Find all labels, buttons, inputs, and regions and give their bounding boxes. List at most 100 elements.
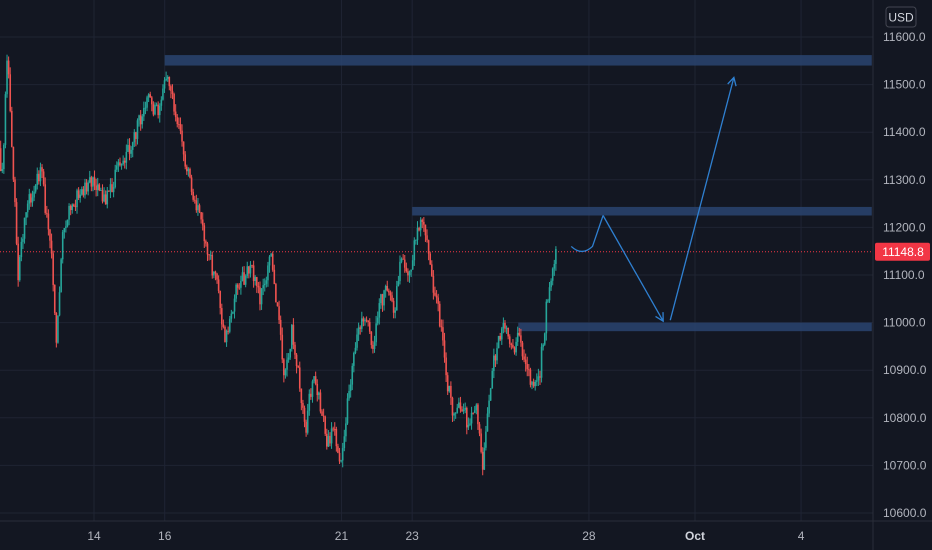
candle[interactable] <box>173 92 175 116</box>
candle[interactable] <box>52 250 54 292</box>
candle[interactable] <box>240 275 242 295</box>
candle[interactable] <box>192 188 194 202</box>
candle[interactable] <box>69 204 72 216</box>
candle[interactable] <box>464 402 467 414</box>
candle[interactable] <box>494 354 497 367</box>
candle[interactable] <box>373 335 376 353</box>
candle[interactable] <box>235 283 237 303</box>
candle[interactable] <box>521 340 524 361</box>
candle[interactable] <box>160 96 163 111</box>
candle[interactable] <box>491 368 494 389</box>
candle[interactable] <box>53 284 56 316</box>
candle[interactable] <box>251 264 253 268</box>
candle[interactable] <box>423 217 425 232</box>
candle[interactable] <box>155 102 158 107</box>
candle[interactable] <box>411 254 414 270</box>
candle[interactable] <box>34 183 37 194</box>
candle[interactable] <box>488 394 490 418</box>
candle[interactable] <box>179 117 182 135</box>
candle[interactable] <box>157 101 159 119</box>
candle[interactable] <box>87 180 89 196</box>
candle[interactable] <box>375 315 377 346</box>
candle[interactable] <box>213 271 215 279</box>
candle[interactable] <box>515 337 517 356</box>
candle[interactable] <box>3 143 5 174</box>
candle[interactable] <box>459 396 462 413</box>
candle[interactable] <box>260 288 263 310</box>
candle[interactable] <box>314 371 317 386</box>
candle[interactable] <box>372 340 374 354</box>
candle[interactable] <box>6 54 8 98</box>
candle[interactable] <box>378 298 381 325</box>
candle[interactable] <box>497 335 500 349</box>
candle[interactable] <box>284 368 287 379</box>
candle[interactable] <box>14 176 16 207</box>
candle[interactable] <box>322 408 325 422</box>
candle[interactable] <box>424 224 427 242</box>
candle[interactable] <box>279 315 282 341</box>
candle[interactable] <box>165 71 167 82</box>
candle[interactable] <box>171 84 174 100</box>
candle[interactable] <box>88 170 91 184</box>
candle[interactable] <box>230 309 233 323</box>
price-axis[interactable]: 10600.0 10700.0 10800.0 10900.0 11000.0 11100… <box>883 30 927 520</box>
candle[interactable] <box>461 406 463 412</box>
candle[interactable] <box>81 186 83 196</box>
candle[interactable] <box>427 239 430 261</box>
candle[interactable] <box>381 293 384 312</box>
candle[interactable] <box>38 170 40 185</box>
candle[interactable] <box>504 320 506 333</box>
candle[interactable] <box>340 459 342 463</box>
candle[interactable] <box>147 93 150 103</box>
candle[interactable] <box>125 144 128 170</box>
candle[interactable] <box>545 299 548 341</box>
candle[interactable] <box>162 84 164 101</box>
candle[interactable] <box>217 275 220 294</box>
candle[interactable] <box>74 199 77 211</box>
candle[interactable] <box>31 190 34 207</box>
candle[interactable] <box>186 164 188 175</box>
candle[interactable] <box>244 274 247 288</box>
candle[interactable] <box>389 290 392 301</box>
candle[interactable] <box>453 412 455 422</box>
candle[interactable] <box>184 151 187 170</box>
candle[interactable] <box>454 412 457 419</box>
candle[interactable] <box>193 195 196 204</box>
candle[interactable] <box>290 323 293 352</box>
candle[interactable] <box>548 282 551 303</box>
candle[interactable] <box>270 252 272 257</box>
candle[interactable] <box>168 76 171 91</box>
candle[interactable] <box>528 363 530 377</box>
candle[interactable] <box>524 353 527 372</box>
candle[interactable] <box>106 187 109 209</box>
candle[interactable] <box>211 251 214 279</box>
candle[interactable] <box>353 351 355 373</box>
candle[interactable] <box>178 117 180 129</box>
candle[interactable] <box>450 381 452 405</box>
candle[interactable] <box>485 425 487 451</box>
candle[interactable] <box>354 342 357 355</box>
candle[interactable] <box>550 278 552 291</box>
candle[interactable] <box>419 217 422 237</box>
candle[interactable] <box>58 286 61 317</box>
candle[interactable] <box>310 388 312 400</box>
candle[interactable] <box>163 77 166 94</box>
candle[interactable] <box>206 241 209 262</box>
candle[interactable] <box>513 346 516 355</box>
candle[interactable] <box>224 325 226 343</box>
candle[interactable] <box>265 276 268 288</box>
candle[interactable] <box>135 131 137 147</box>
candle[interactable] <box>267 261 269 287</box>
candle[interactable] <box>319 389 322 414</box>
candle[interactable] <box>205 239 207 247</box>
candle[interactable] <box>386 280 389 292</box>
candle[interactable] <box>79 189 82 203</box>
candle[interactable] <box>73 203 75 207</box>
candle[interactable] <box>112 181 115 198</box>
candle[interactable] <box>534 379 537 391</box>
candle[interactable] <box>77 187 80 201</box>
candle[interactable] <box>26 200 29 218</box>
candle[interactable] <box>415 239 417 245</box>
candle[interactable] <box>440 319 443 332</box>
candle[interactable] <box>241 266 244 282</box>
